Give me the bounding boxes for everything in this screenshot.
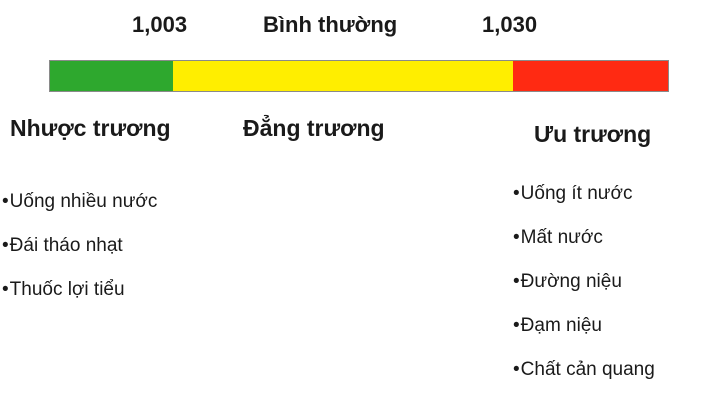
list-item: •Đường niệu [513,271,622,292]
list-item: •Mất nước [513,227,603,248]
bullet: • [513,315,520,336]
bullet: • [2,279,9,300]
hypertonic-heading: Ưu trương [534,121,652,147]
bullet: • [513,183,520,204]
bullet: • [513,271,520,292]
hypotonic-heading: Nhược trương [10,115,171,141]
high-threshold-label: 1,030 [482,12,538,37]
hypertonic-causes-list: •Uống ít nước •Mất nước •Đường niệu •Đạm… [513,183,655,403]
isotonic-heading: Đẳng trương [243,115,385,141]
bullet: • [2,191,9,212]
list-item: •Thuốc lợi tiểu [2,279,125,300]
isotonic-segment [173,61,513,91]
bullet: • [513,359,520,380]
hypotonic-segment [50,61,173,91]
list-item: •Đạm niệu [513,315,602,336]
bullet: • [513,227,520,248]
hypotonic-causes-list: •Uống nhiều nước •Đái tháo nhạt •Thuốc l… [2,191,157,323]
specific-gravity-bar [49,60,669,92]
list-item: •Uống nhiều nước [2,191,158,212]
low-threshold-label: 1,003 [132,12,188,37]
list-item: •Chất cản quang [513,359,655,380]
normal-range-label: Bình thường [263,12,398,37]
list-item: •Đái tháo nhạt [2,235,123,256]
bullet: • [2,235,9,256]
list-item: •Uống ít nước [513,183,633,204]
hypertonic-segment [513,61,668,91]
